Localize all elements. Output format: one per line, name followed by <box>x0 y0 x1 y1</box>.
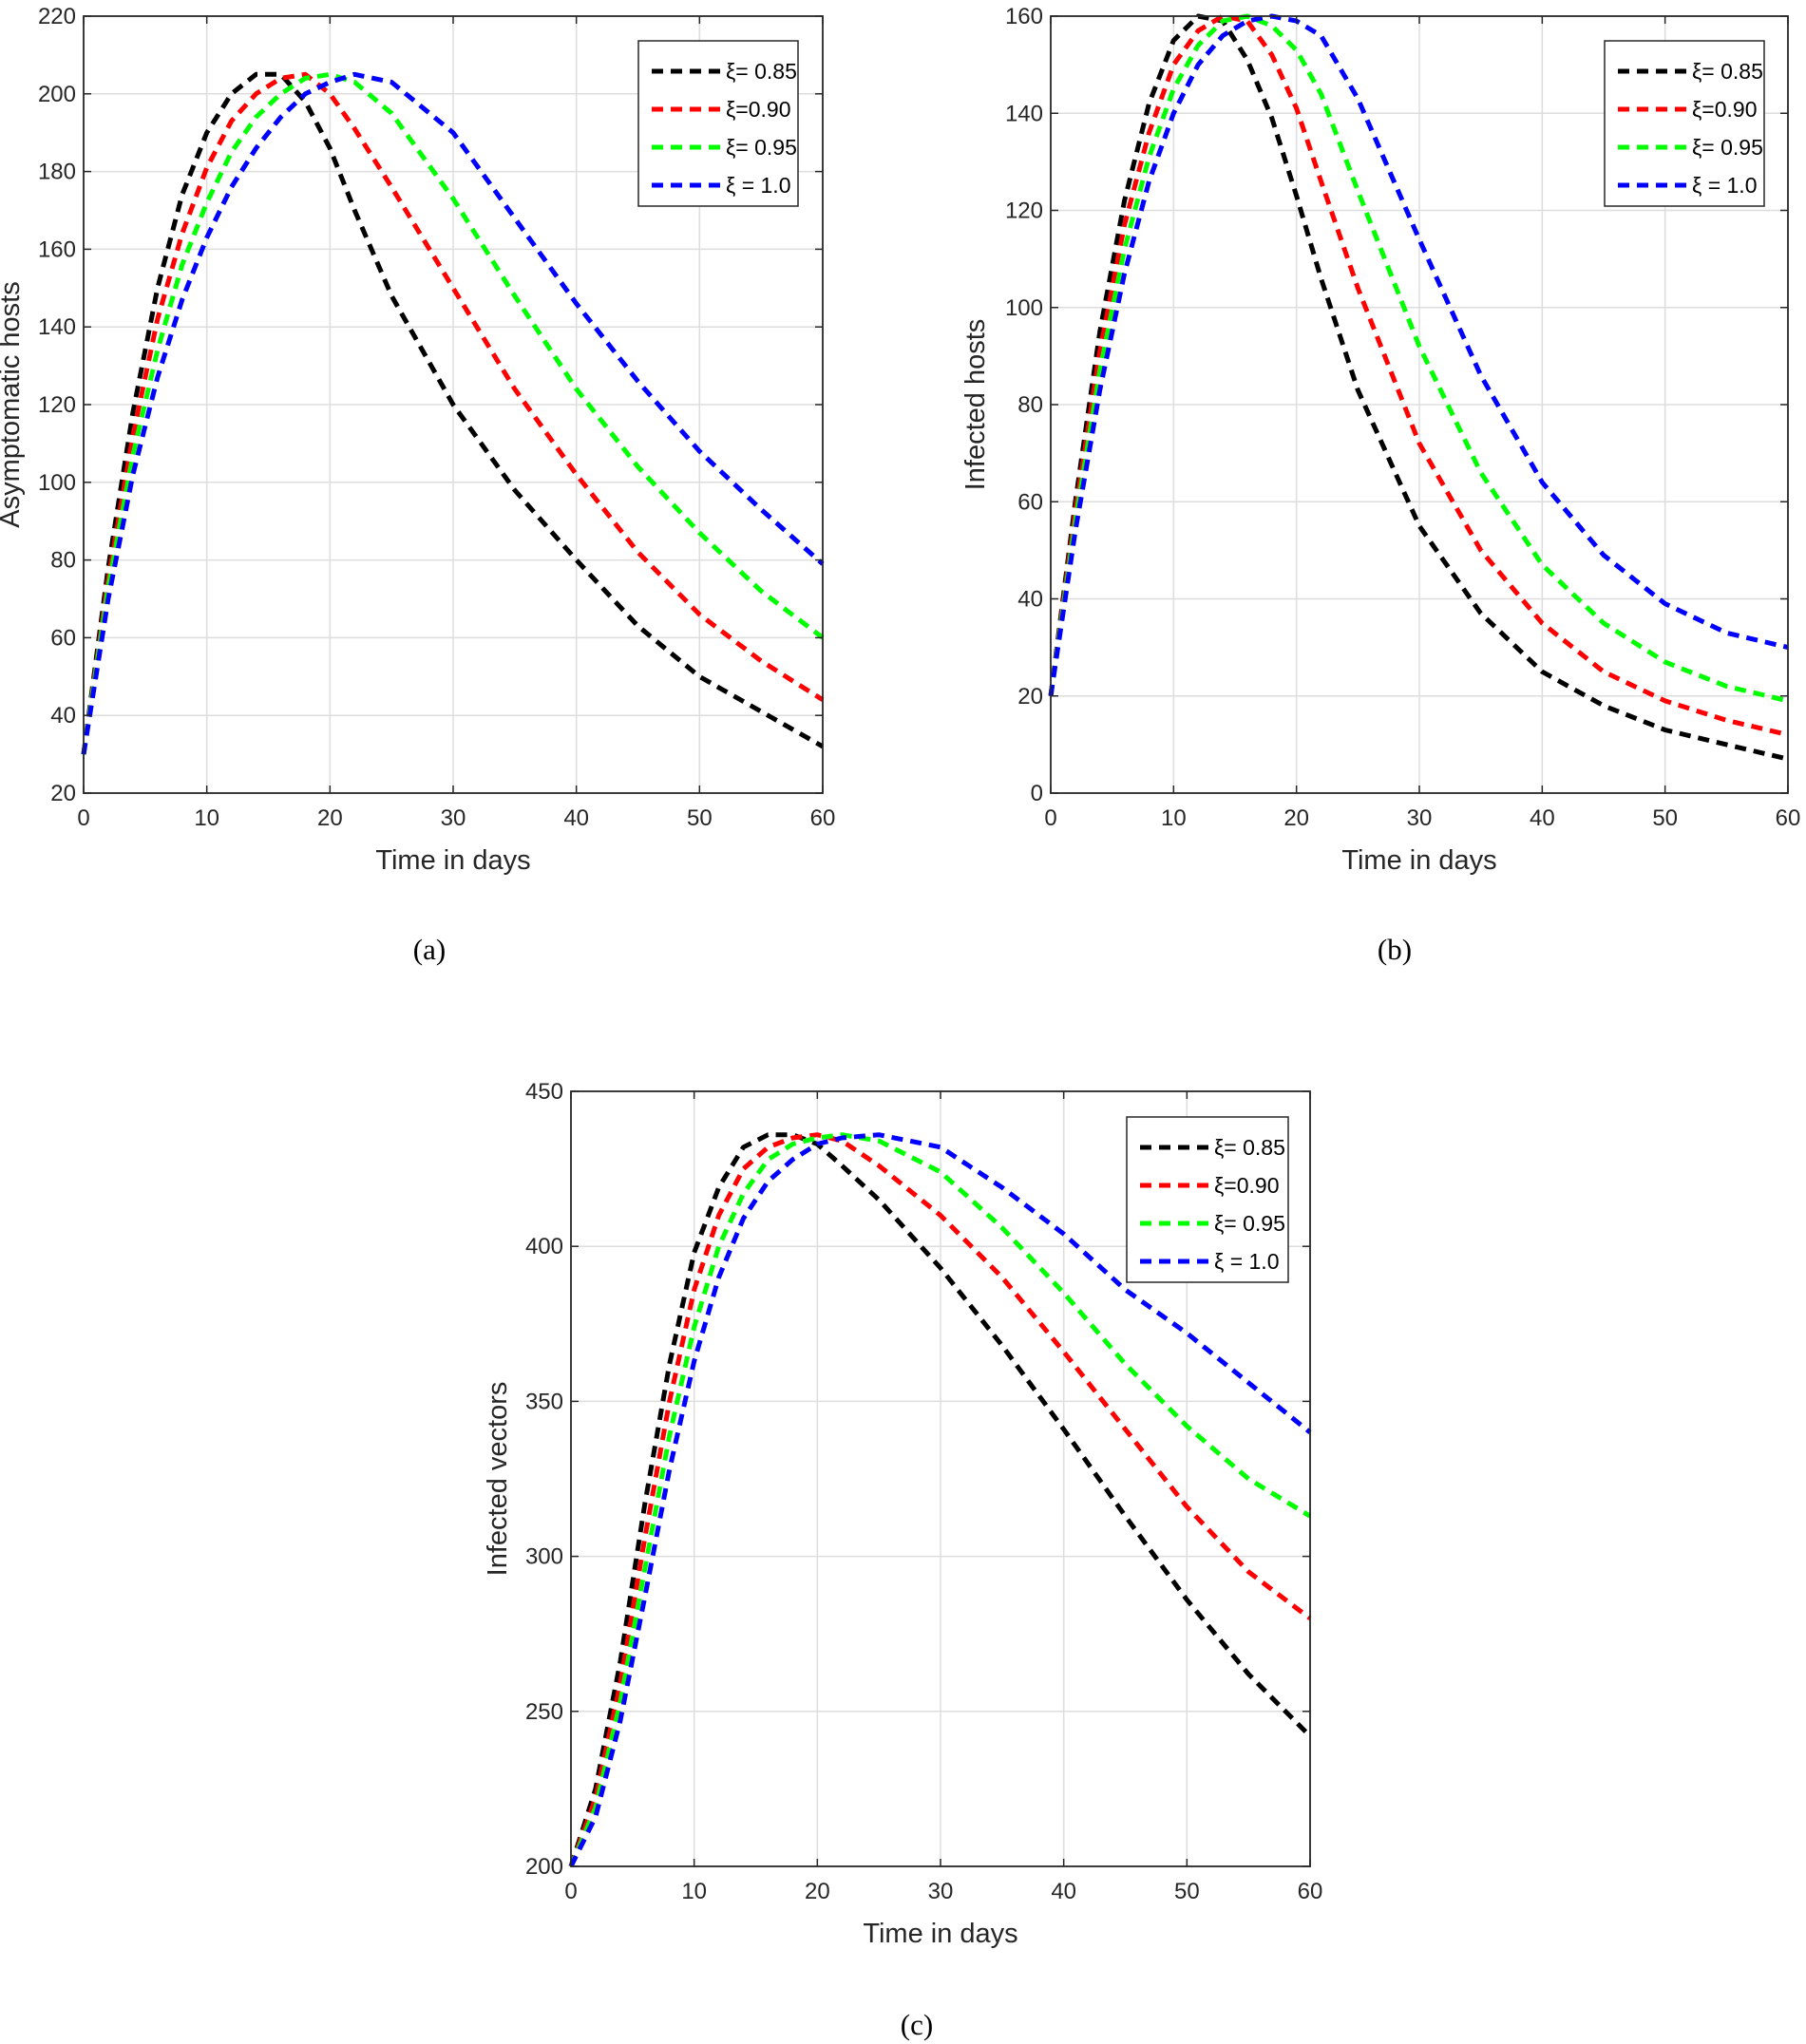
series-line <box>1048 13 1789 697</box>
legend: ξ= 0.85 ξ=0.90 ξ= 0.95 ξ = 1.0 <box>1126 1116 1289 1283</box>
series-line <box>1048 13 1789 704</box>
x-tick-label: 20 <box>1283 805 1309 831</box>
y-tick-label: 200 <box>38 82 76 107</box>
x-tick-label: 50 <box>1652 805 1678 831</box>
series-line <box>81 71 825 755</box>
y-tick-label: 0 <box>1031 781 1043 806</box>
legend: ξ= 0.85 ξ=0.90 ξ= 0.95 ξ = 1.0 <box>1604 40 1765 207</box>
series-line <box>568 1132 1312 1867</box>
legend-label: ξ=0.90 <box>1214 1173 1280 1198</box>
y-tick-label: 20 <box>50 781 76 806</box>
y-tick-label: 40 <box>50 703 76 729</box>
x-tick-label: 30 <box>928 1879 954 1904</box>
legend-label: ξ= 0.95 <box>1692 135 1763 160</box>
y-tick-label: 60 <box>1017 489 1043 515</box>
legend-box <box>637 40 799 207</box>
legend-label: ξ = 1.0 <box>1692 173 1757 198</box>
legend: ξ= 0.85 ξ=0.90 ξ= 0.95 ξ = 1.0 <box>637 40 799 207</box>
y-tick-label: 300 <box>525 1544 563 1570</box>
legend-label: ξ= 0.85 <box>1214 1135 1285 1160</box>
y-axis-label: Infected hosts <box>960 319 991 491</box>
legend-label: ξ= 0.85 <box>726 59 797 84</box>
legend-label: ξ=0.90 <box>726 97 791 122</box>
series-line <box>81 71 825 755</box>
legend-label: ξ = 1.0 <box>726 173 790 198</box>
x-tick-label: 10 <box>194 805 219 831</box>
y-tick-label: 120 <box>38 392 76 418</box>
x-tick-label: 0 <box>1044 805 1056 831</box>
y-tick-label: 140 <box>1005 101 1043 126</box>
legend-label: ξ = 1.0 <box>1214 1249 1279 1274</box>
y-tick-label: 350 <box>525 1389 563 1414</box>
y-tick-label: 200 <box>525 1854 563 1880</box>
chart-c: 0 10 20 30 40 50 60 200 250 300 350 400 450 Time in d… <box>483 1079 1322 1949</box>
x-axis-label: Time in days <box>375 845 530 876</box>
y-tick-label: 250 <box>525 1699 563 1725</box>
chart-a: 0 10 20 30 40 50 60 20 40 60 80 100 120 140 160 180 200 2… <box>0 4 835 876</box>
x-tick-label: 60 <box>1776 805 1801 831</box>
legend-box <box>1126 1116 1289 1283</box>
legend-label: ξ= 0.85 <box>1692 59 1763 84</box>
x-tick-label: 60 <box>810 805 836 831</box>
x-tick-label: 50 <box>1174 1879 1200 1904</box>
series-line <box>81 71 825 755</box>
caption-b: (b) <box>1378 933 1412 966</box>
x-tick-label: 20 <box>317 805 343 831</box>
x-tick-label: 20 <box>805 1879 830 1904</box>
y-tick-label: 160 <box>1005 4 1043 29</box>
y-tick-label: 100 <box>1005 295 1043 321</box>
y-tick-label: 120 <box>1005 199 1043 224</box>
legend-label: ξ= 0.95 <box>1214 1211 1285 1236</box>
series-line <box>1048 13 1789 738</box>
chart-b: 0 10 20 30 40 50 60 0 20 40 60 80 100 120 140 160 Time i… <box>960 4 1800 876</box>
y-tick-label: 140 <box>38 314 76 340</box>
x-axis-label: Time in days <box>863 1919 1017 1949</box>
series-line <box>568 1132 1312 1867</box>
y-tick-label: 180 <box>38 160 76 185</box>
legend-box <box>1604 40 1765 207</box>
y-tick-label: 80 <box>50 548 76 574</box>
x-tick-label: 30 <box>441 805 466 831</box>
legend-label: ξ= 0.95 <box>726 135 797 160</box>
x-tick-label: 50 <box>687 805 713 831</box>
y-axis-label: Asymptomatic hosts <box>0 281 26 527</box>
caption-a: (a) <box>413 933 446 966</box>
series-line <box>81 71 825 755</box>
y-tick-label: 400 <box>525 1234 563 1259</box>
y-tick-label: 20 <box>1017 684 1043 710</box>
x-tick-label: 10 <box>681 1879 707 1904</box>
y-axis-label: Infected vectors <box>483 1382 513 1577</box>
y-tick-label: 160 <box>38 237 76 262</box>
y-tick-label: 40 <box>1017 587 1043 613</box>
x-tick-label: 10 <box>1161 805 1187 831</box>
x-tick-label: 40 <box>563 805 589 831</box>
x-tick-label: 40 <box>1530 805 1555 831</box>
series-line <box>1048 13 1789 762</box>
x-tick-label: 0 <box>77 805 89 831</box>
x-tick-label: 60 <box>1298 1879 1323 1904</box>
y-tick-label: 60 <box>50 625 76 651</box>
y-tick-label: 80 <box>1017 392 1043 418</box>
series-line <box>568 1132 1312 1868</box>
x-axis-label: Time in days <box>1341 845 1496 876</box>
y-tick-label: 220 <box>38 4 76 29</box>
x-tick-label: 30 <box>1407 805 1433 831</box>
y-tick-label: 450 <box>525 1079 563 1105</box>
legend-label: ξ=0.90 <box>1692 97 1758 122</box>
caption-c: (c) <box>901 2008 933 2041</box>
x-tick-label: 40 <box>1051 1879 1076 1904</box>
y-tick-label: 100 <box>38 470 76 496</box>
x-tick-label: 0 <box>564 1879 577 1904</box>
